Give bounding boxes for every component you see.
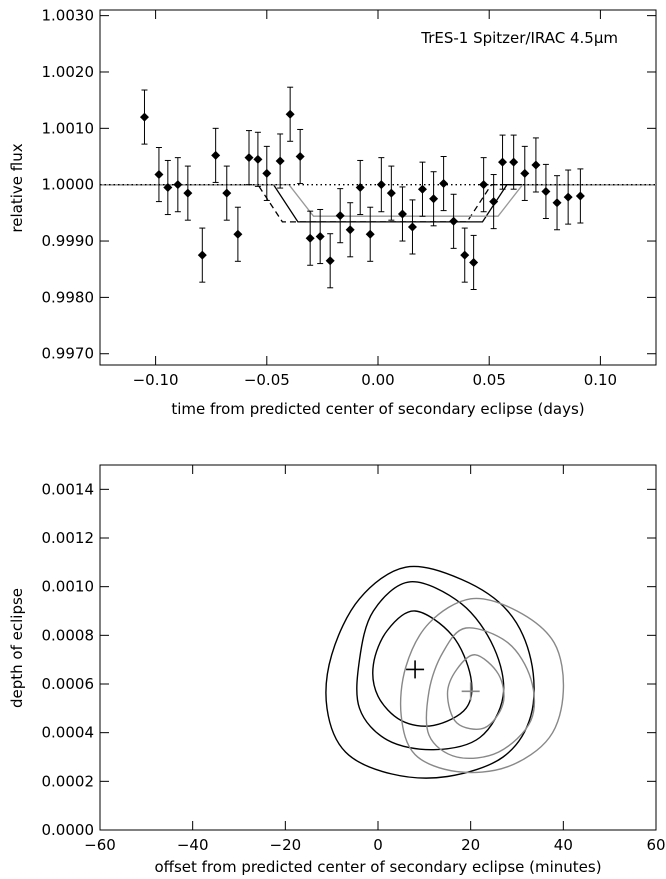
data-point bbox=[183, 188, 193, 198]
contour-line bbox=[372, 610, 473, 727]
data-point bbox=[305, 233, 315, 243]
data-point bbox=[315, 232, 325, 242]
x-tick-label: −0.05 bbox=[244, 371, 290, 389]
data-point bbox=[498, 157, 508, 167]
data-point bbox=[163, 183, 173, 192]
data-point bbox=[295, 152, 305, 162]
data-points bbox=[139, 86, 585, 290]
data-point bbox=[386, 188, 396, 198]
x-tick-label: −0.10 bbox=[133, 371, 179, 389]
data-point bbox=[253, 154, 263, 164]
x-tick-label: 0.05 bbox=[472, 371, 505, 389]
contour-line bbox=[325, 565, 535, 779]
data-point bbox=[397, 209, 407, 219]
data-point bbox=[285, 109, 295, 119]
data-point bbox=[469, 257, 479, 267]
data-point bbox=[531, 160, 541, 170]
x-tick-label: 60 bbox=[646, 836, 665, 854]
x-tick-label: −60 bbox=[84, 836, 116, 854]
y-tick-label: 1.0020 bbox=[42, 63, 95, 81]
y-tick-label: 0.9970 bbox=[42, 345, 95, 363]
contour-line bbox=[399, 597, 565, 774]
data-point bbox=[211, 150, 221, 160]
y-tick-label: 0.0012 bbox=[42, 529, 95, 547]
data-point bbox=[139, 112, 149, 122]
y-tick-label: 0.0010 bbox=[42, 578, 95, 596]
y-tick-label: 0.9980 bbox=[42, 288, 95, 306]
data-point bbox=[335, 211, 345, 221]
y-tick-label: 0.0000 bbox=[42, 821, 95, 839]
x-tick-label: −40 bbox=[177, 836, 209, 854]
y-tick-label: 1.0000 bbox=[42, 176, 95, 194]
model-curves bbox=[100, 184, 656, 223]
x-tick-label: 0 bbox=[373, 836, 383, 854]
data-point bbox=[325, 256, 335, 266]
y-tick-label: 0.9990 bbox=[42, 232, 95, 250]
data-point bbox=[429, 194, 439, 204]
contour-line bbox=[425, 627, 536, 759]
data-point bbox=[244, 153, 254, 163]
contour-panel: −60 −40 −20 0 20 40 60 0.00000.00020.00040.000… bbox=[8, 464, 666, 876]
y-axis-ticks: 0.0000 0.0002 0.0004 0.0006 0.0008 0.0010 0.00… bbox=[42, 480, 656, 839]
y-tick-label: 0.0002 bbox=[42, 772, 95, 790]
data-point bbox=[479, 180, 489, 190]
y-tick-label: 0.0014 bbox=[42, 480, 95, 498]
data-point bbox=[575, 191, 585, 201]
y-tick-label: 0.0006 bbox=[42, 675, 95, 693]
data-point bbox=[552, 198, 562, 208]
x-axis-ticks: −0.10 −0.05 0.00 0.05 0.10 bbox=[133, 10, 617, 389]
contour-line bbox=[356, 581, 505, 751]
x-axis-ticks: −60 −40 −20 0 20 40 60 bbox=[84, 465, 666, 854]
model-curve-solid bbox=[100, 184, 656, 217]
data-point bbox=[449, 216, 459, 226]
y-axis-title: relative flux bbox=[8, 143, 26, 232]
data-point bbox=[563, 192, 573, 202]
data-point bbox=[509, 157, 519, 167]
data-point bbox=[262, 168, 272, 178]
data-point bbox=[154, 170, 164, 180]
data-point bbox=[345, 225, 355, 235]
y-axis-title: depth of eclipse bbox=[8, 588, 26, 708]
data-point bbox=[275, 156, 285, 166]
data-point bbox=[173, 180, 183, 190]
data-point bbox=[355, 183, 365, 192]
x-axis-title: time from predicted center of secondary … bbox=[171, 400, 584, 418]
data-point bbox=[197, 250, 207, 260]
data-point bbox=[376, 180, 386, 190]
annotation-label: TrES-1 Spitzer/IRAC 4.5μm bbox=[420, 29, 618, 47]
data-point bbox=[417, 184, 427, 194]
data-point bbox=[520, 168, 530, 178]
data-point bbox=[233, 229, 243, 239]
plot-frame bbox=[99, 9, 657, 366]
light-curve-panel: −0.10 −0.05 0.00 0.05 0.10 0.9970 0.9980 0.999… bbox=[8, 7, 657, 418]
data-point bbox=[439, 179, 449, 189]
x-axis-title: offset from predicted center of secondar… bbox=[154, 858, 601, 876]
x-tick-label: 20 bbox=[461, 836, 480, 854]
x-tick-label: 40 bbox=[554, 836, 573, 854]
y-tick-label: 1.0010 bbox=[42, 119, 95, 137]
y-tick-label: 0.0004 bbox=[42, 724, 95, 742]
y-tick-label: 1.0030 bbox=[42, 7, 95, 25]
best-fit-markers bbox=[406, 660, 480, 701]
y-tick-label: 0.0008 bbox=[42, 626, 95, 644]
data-point bbox=[541, 186, 551, 196]
confidence-contours bbox=[325, 565, 565, 779]
contour-line bbox=[446, 654, 505, 730]
data-point bbox=[489, 197, 499, 207]
data-point bbox=[407, 222, 417, 232]
data-point bbox=[460, 250, 470, 260]
data-point bbox=[365, 229, 375, 239]
x-tick-label: 0.10 bbox=[584, 371, 617, 389]
data-point bbox=[222, 188, 232, 198]
x-tick-label: −20 bbox=[270, 836, 302, 854]
x-tick-label: 0.00 bbox=[361, 371, 394, 389]
